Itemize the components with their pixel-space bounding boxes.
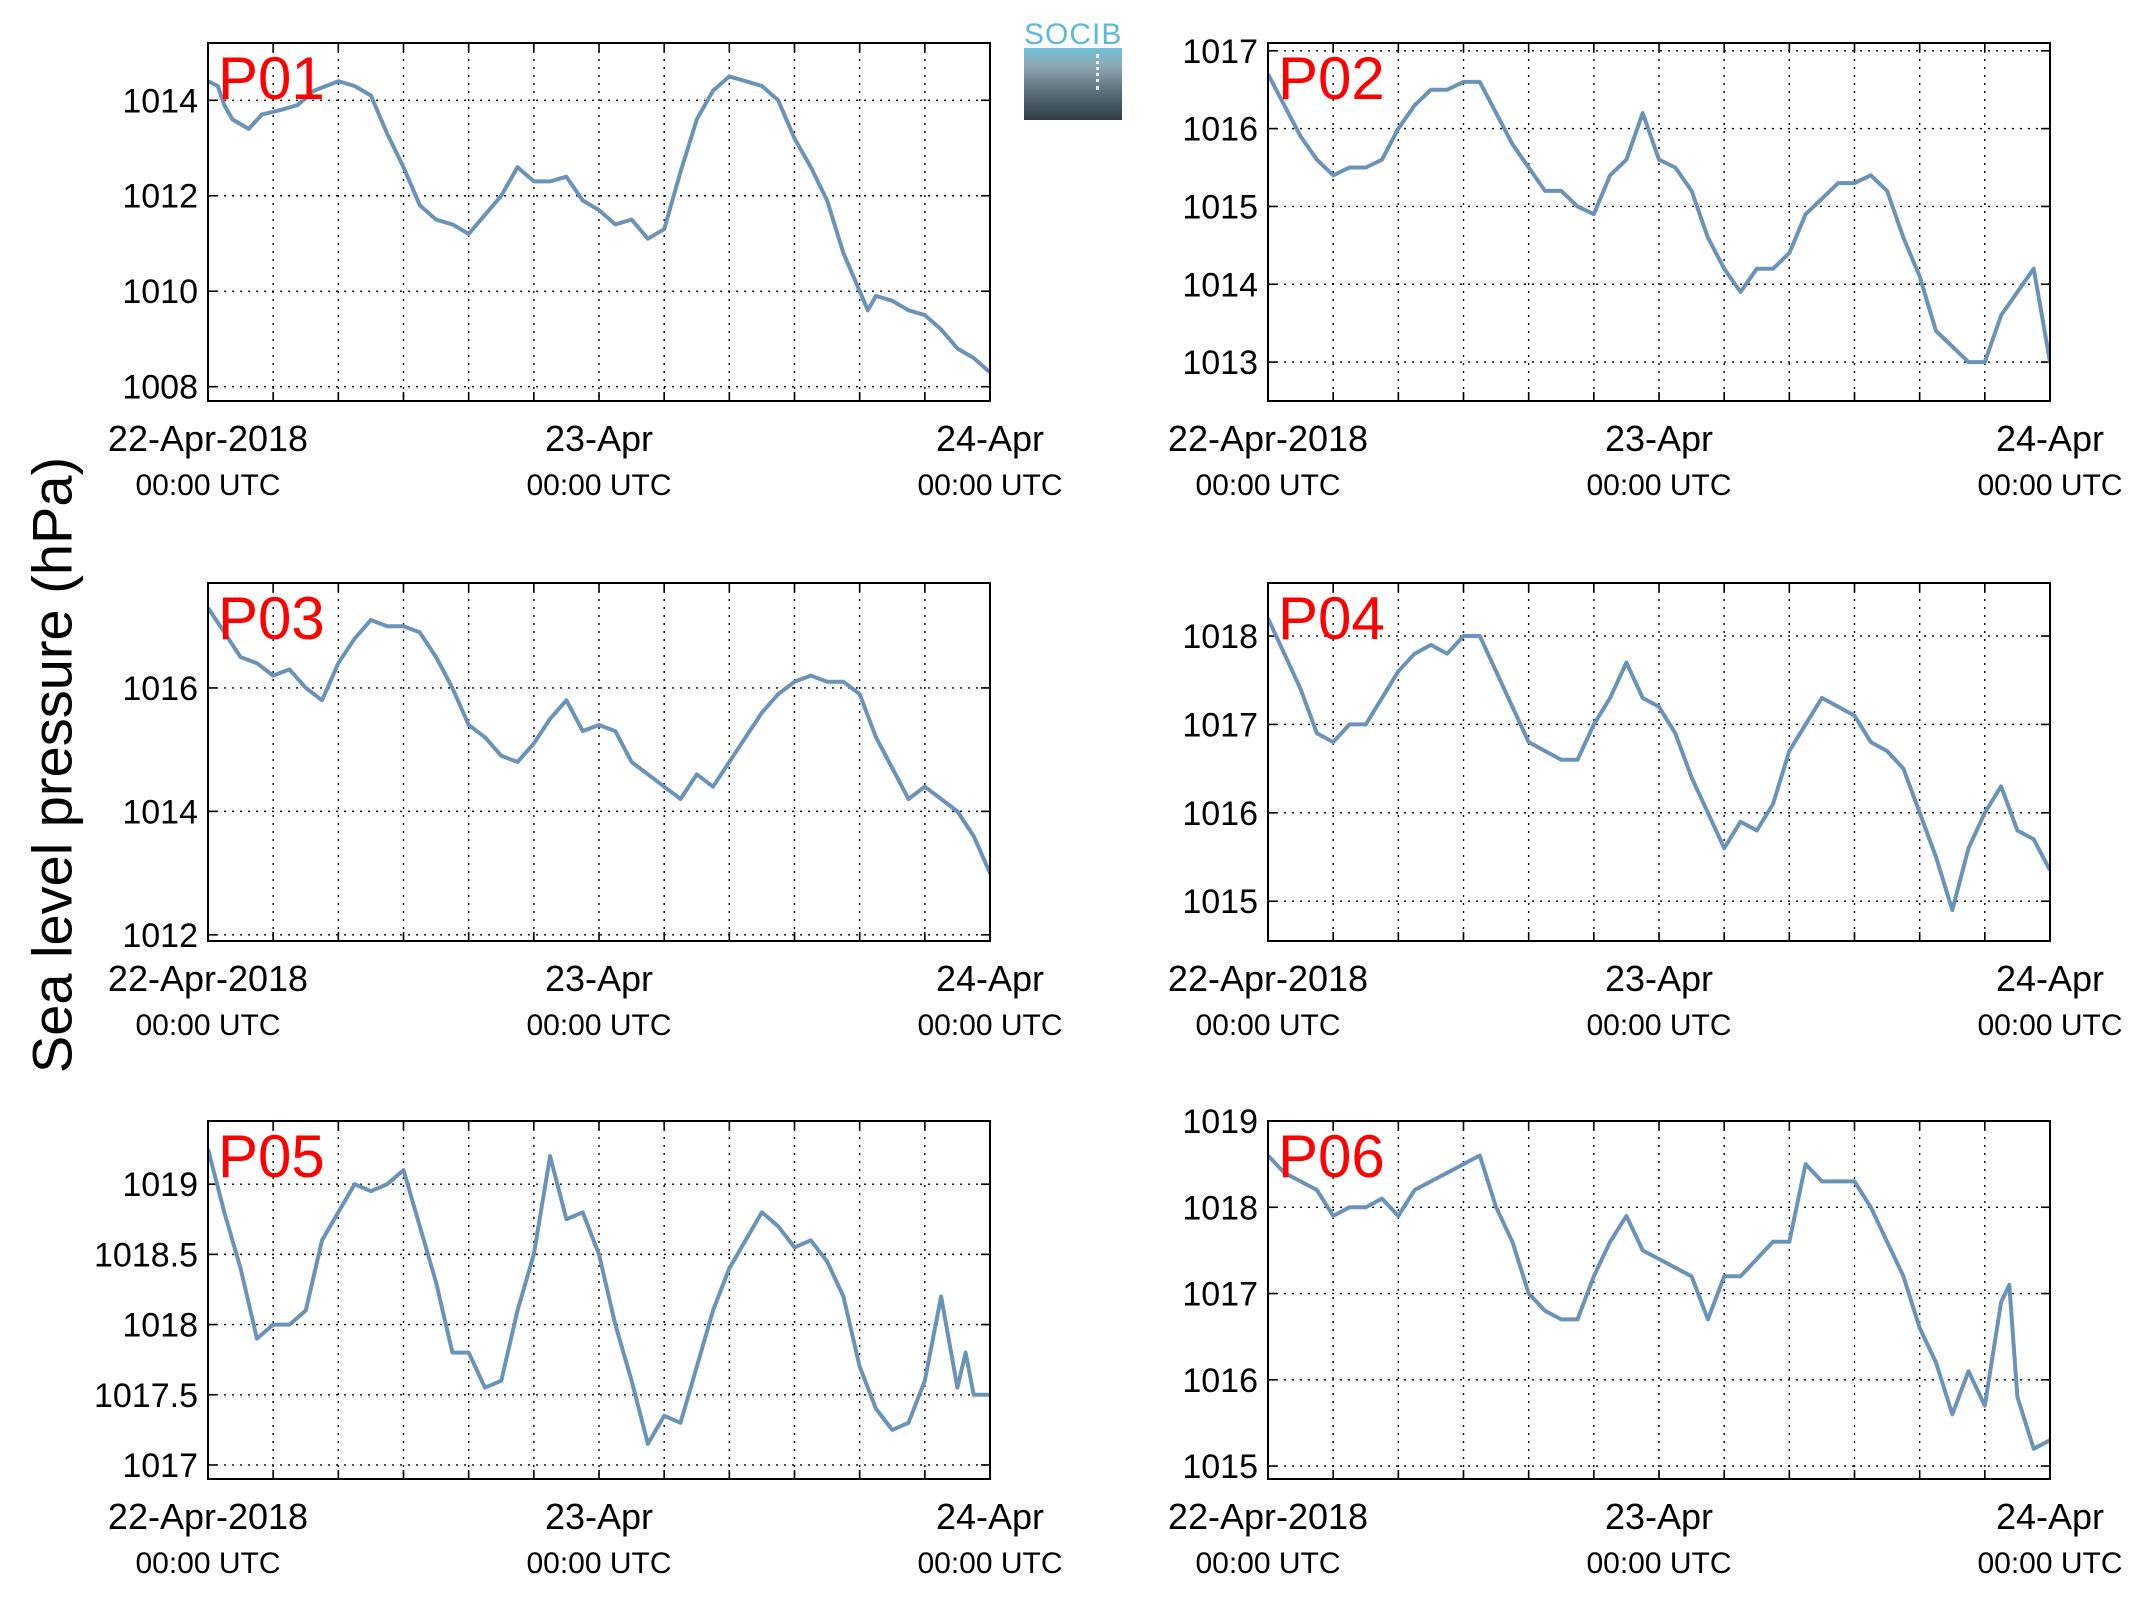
- y-tick-label: 1014: [122, 82, 198, 120]
- y-tick-label: 1016: [122, 670, 198, 708]
- y-tick-label: 1016: [1182, 111, 1258, 149]
- chart-p06: 1015 1016 1017 1018 1019 22-Apr-2018 00:00 UTC…: [1168, 1103, 2123, 1580]
- x-tick-label: 23-Apr: [1605, 1496, 1713, 1537]
- y-tick-label: 1016: [1182, 1362, 1258, 1400]
- series-line: [1268, 73, 2050, 365]
- x-tick-sublabel: 00:00 UTC: [135, 1009, 280, 1042]
- series-line: [208, 74, 990, 374]
- y-tick-label: 1014: [1182, 266, 1258, 304]
- y-tick-label: 1016: [1182, 795, 1258, 833]
- x-tick-sublabel: 00:00 UTC: [526, 469, 671, 502]
- logo-image: [1024, 48, 1122, 120]
- y-tick-label: 1019: [122, 1166, 198, 1204]
- y-tick-label: 1018.5: [94, 1236, 198, 1274]
- y-tick-label: 1017: [122, 1447, 198, 1485]
- x-tick-label: 23-Apr: [545, 958, 653, 999]
- station-label: P03: [218, 585, 325, 652]
- y-tick-label: 1018: [122, 1307, 198, 1345]
- x-tick-label: 23-Apr: [545, 418, 653, 459]
- logo-text: SOCIB: [1024, 18, 1123, 51]
- x-tick-sublabel: 00:00 UTC: [917, 1547, 1062, 1580]
- x-tick-label: 22-Apr-2018: [1168, 1496, 1368, 1537]
- x-tick-sublabel: 00:00 UTC: [135, 1547, 280, 1580]
- y-tick-label: 1017: [1182, 1276, 1258, 1314]
- station-label: P02: [1278, 45, 1385, 112]
- series-line: [208, 606, 990, 878]
- y-tick-label: 1010: [122, 273, 198, 311]
- y-tick-label: 1015: [1182, 188, 1258, 226]
- x-tick-sublabel: 00:00 UTC: [1586, 469, 1731, 502]
- x-tick-label: 23-Apr: [1605, 418, 1713, 459]
- x-tick-label: 24-Apr: [1996, 1496, 2104, 1537]
- chart-p03: 1012 1014 1016 22-Apr-2018 00:00 UTC 23-Apr 00…: [108, 582, 1063, 1042]
- chart-p05: 1017 1017.5 1018 1018.5 1019 22-Apr-2018 00:00…: [94, 1120, 1063, 1580]
- station-label: P04: [1278, 585, 1385, 652]
- x-tick-sublabel: 00:00 UTC: [135, 469, 280, 502]
- y-tick-label: 1017.5: [94, 1377, 198, 1415]
- series-line: [1268, 617, 2050, 913]
- y-tick-label: 1019: [1182, 1103, 1258, 1141]
- y-axis-label: Sea level pressure (hPa): [20, 456, 84, 1074]
- x-tick-label: 23-Apr: [1605, 958, 1713, 999]
- y-tick-label: 1015: [1182, 1448, 1258, 1486]
- x-tick-label: 22-Apr-2018: [108, 1496, 308, 1537]
- x-tick-label: 22-Apr-2018: [1168, 958, 1368, 999]
- axes-box: [1267, 42, 2051, 402]
- y-tick-label: 1018: [1182, 618, 1258, 656]
- x-tick-sublabel: 00:00 UTC: [1977, 1547, 2122, 1580]
- y-tick-label: 1018: [1182, 1189, 1258, 1227]
- y-tick-label: 1014: [122, 793, 198, 831]
- x-tick-sublabel: 00:00 UTC: [1586, 1009, 1731, 1042]
- x-tick-sublabel: 00:00 UTC: [1195, 1547, 1340, 1580]
- x-tick-sublabel: 00:00 UTC: [917, 1009, 1062, 1042]
- x-tick-label: 24-Apr: [936, 958, 1044, 999]
- y-tick-label: 1017: [1182, 33, 1258, 71]
- y-tick-label: 1012: [122, 178, 198, 216]
- x-tick-sublabel: 00:00 UTC: [1586, 1547, 1731, 1580]
- socib-logo: SOCIB: [1024, 18, 1122, 120]
- chart-p02: 1013 1014 1015 1016 1017 22-Apr-2018 00:00 UTC…: [1168, 33, 2123, 502]
- series-line: [208, 1148, 990, 1446]
- x-tick-sublabel: 00:00 UTC: [1977, 469, 2122, 502]
- axes-box: [207, 1120, 991, 1480]
- y-tick-label: 1015: [1182, 883, 1258, 921]
- series-line: [1268, 1153, 2050, 1451]
- x-tick-sublabel: 00:00 UTC: [526, 1547, 671, 1580]
- x-tick-label: 22-Apr-2018: [1168, 418, 1368, 459]
- x-tick-sublabel: 00:00 UTC: [526, 1009, 671, 1042]
- x-tick-label: 24-Apr: [1996, 958, 2104, 999]
- axes-box: [207, 582, 991, 942]
- y-tick-label: 1008: [122, 369, 198, 407]
- station-label: P01: [218, 45, 325, 112]
- x-tick-sublabel: 00:00 UTC: [1195, 469, 1340, 502]
- axes-box: [1267, 1120, 2051, 1480]
- station-label: P06: [1278, 1123, 1385, 1190]
- x-tick-sublabel: 00:00 UTC: [917, 469, 1062, 502]
- x-tick-label: 22-Apr-2018: [108, 418, 308, 459]
- y-tick-label: 1012: [122, 917, 198, 955]
- x-tick-label: 24-Apr: [936, 1496, 1044, 1537]
- x-tick-sublabel: 00:00 UTC: [1195, 1009, 1340, 1042]
- chart-p04: 1015 1016 1017 1018 22-Apr-2018 00:00 UTC 23-A…: [1168, 582, 2123, 1042]
- x-tick-label: 22-Apr-2018: [108, 958, 308, 999]
- axes-box: [1267, 582, 2051, 942]
- chart-p01: 1008 1010 1012 1014 22-Apr-2018 00:00 UTC 23-A…: [108, 42, 1063, 502]
- y-tick-label: 1013: [1182, 344, 1258, 382]
- logo-mast-icon: [1096, 54, 1099, 90]
- station-label: P05: [218, 1123, 325, 1190]
- axes-box: [207, 42, 991, 402]
- x-tick-label: 24-Apr: [936, 418, 1044, 459]
- y-tick-label: 1017: [1182, 706, 1258, 744]
- x-tick-label: 23-Apr: [545, 1496, 653, 1537]
- x-tick-label: 24-Apr: [1996, 418, 2104, 459]
- x-tick-sublabel: 00:00 UTC: [1977, 1009, 2122, 1042]
